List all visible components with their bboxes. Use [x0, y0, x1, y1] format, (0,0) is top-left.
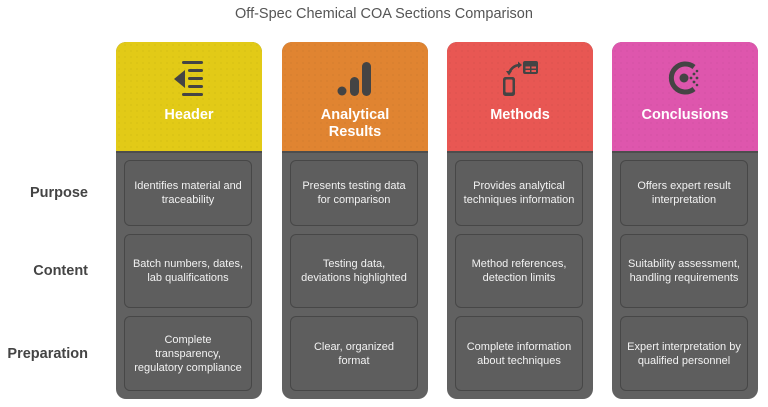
column-methods-banner: Methods [447, 42, 593, 153]
consul-c-icon [668, 61, 699, 95]
column-conclusions-banner: Conclusions [612, 42, 758, 153]
cell-methods-preparation: Complete information about techniques [455, 316, 583, 391]
cell-analytical-preparation: Clear, organized format [290, 316, 418, 391]
cell-conclusions-content: Suitability assessment, handling require… [620, 234, 748, 308]
column-header: Header Identifies material and traceabil… [116, 42, 262, 399]
cell-methods-content: Method references, detection limits [455, 234, 583, 308]
device-transfer-icon [503, 61, 538, 96]
column-analytical-results-banner: Analytical Results [282, 42, 428, 153]
bar-signal-icon [337, 62, 371, 96]
cell-header-purpose: Identifies material and traceability [124, 160, 252, 226]
cell-header-content: Batch numbers, dates, lab qualifications [124, 234, 252, 308]
cell-methods-purpose: Provides analytical techniques informati… [455, 160, 583, 226]
cell-conclusions-purpose: Offers expert result interpretation [620, 160, 748, 226]
column-title: Header [164, 107, 214, 123]
column-conclusions: Conclusions Offers expert result interpr… [612, 42, 758, 399]
column-title: Analytical Results [320, 107, 390, 140]
cell-analytical-purpose: Presents testing data for comparison [290, 160, 418, 226]
cell-analytical-content: Testing data, deviations highlighted [290, 234, 418, 308]
column-analytical-results: Analytical Results Presents testing data … [282, 42, 428, 399]
column-title: Conclusions [641, 107, 729, 123]
cell-conclusions-preparation: Expert interpretation by qualified perso… [620, 316, 748, 391]
row-label-purpose: Purpose [29, 185, 88, 201]
column-title: Methods [490, 107, 550, 123]
column-methods: Methods Provides analytical techniques i… [447, 42, 593, 399]
cell-header-preparation: Complete transparency, regulatory compli… [124, 316, 252, 391]
column-header-banner: Header [116, 42, 262, 153]
outdent-list-icon [174, 61, 203, 96]
row-label-content: Content [33, 263, 88, 279]
diagram-title: Off-Spec Chemical COA Sections Compariso… [235, 6, 533, 22]
row-label-preparation: Preparation [7, 346, 88, 362]
